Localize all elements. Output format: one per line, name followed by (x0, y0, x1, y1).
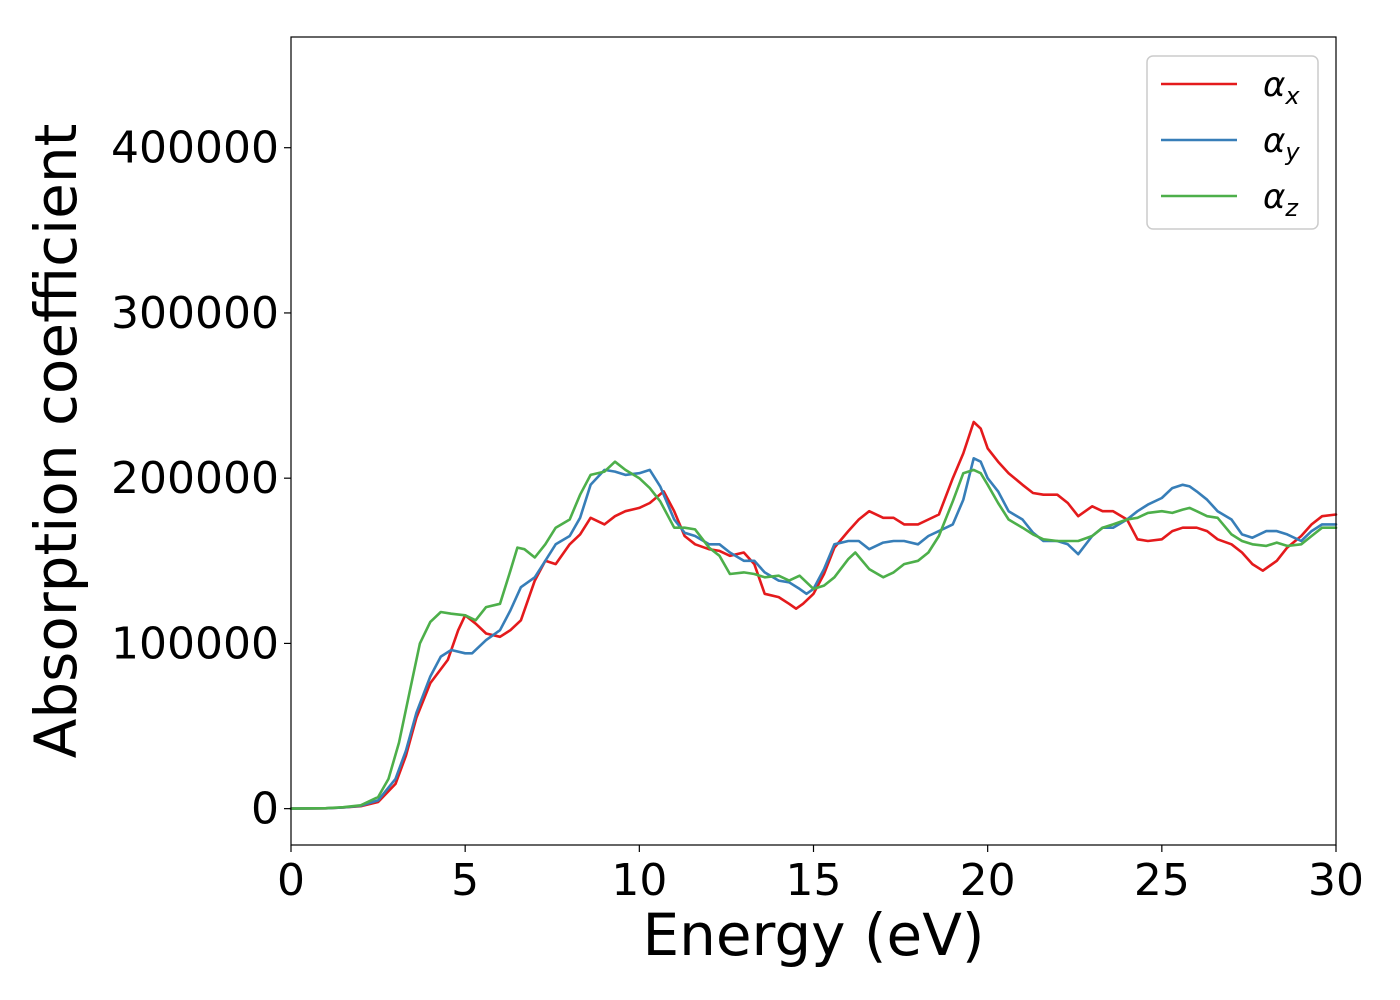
legend-label-x: αx (1263, 65, 1300, 110)
x-tick-label: 30 (1308, 855, 1364, 906)
y-tick-label: 200000 (111, 453, 279, 504)
x-tick-label: 0 (277, 855, 305, 906)
legend: αx αy αz (1146, 55, 1319, 230)
y-tick-label: 100000 (111, 618, 279, 669)
x-axis-label: Energy (eV) (642, 901, 984, 969)
x-tick-label: 5 (451, 855, 479, 906)
series-line-x (289, 420, 1338, 810)
series-line-y (289, 457, 1338, 810)
y-tick-label: 300000 (111, 288, 279, 339)
legend-label-y: αy (1263, 121, 1300, 166)
y-tick-label: 0 (251, 784, 279, 835)
x-tick-label: 10 (611, 855, 667, 906)
legend-box (1146, 55, 1319, 230)
x-axis-ticks: 0 5 10 15 20 25 30 (277, 845, 1364, 906)
legend-label-z: αz (1263, 177, 1299, 222)
x-tick-label: 20 (960, 855, 1016, 906)
y-tick-label: 400000 (111, 123, 279, 174)
x-tick-label: 15 (786, 855, 842, 906)
series-line-z (289, 460, 1338, 810)
y-axis-ticks: 0 100000 200000 300000 400000 (111, 123, 291, 835)
y-axis-label: Absorption coefficient (22, 124, 90, 759)
series-layer (289, 420, 1338, 810)
x-tick-label: 25 (1134, 855, 1190, 906)
